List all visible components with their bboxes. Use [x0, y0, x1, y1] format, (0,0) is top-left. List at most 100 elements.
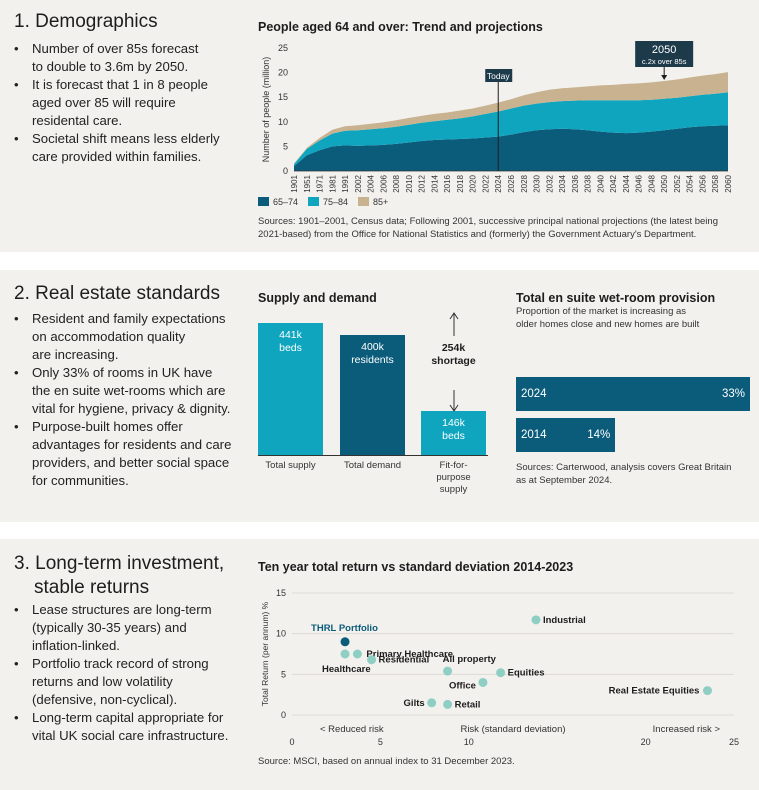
bullet-line: aged over 85 will require — [32, 95, 176, 110]
scatter-point-label: Equities — [508, 668, 545, 679]
shortage-label: 254k shortage — [419, 342, 489, 368]
wet-room-subtitle: Proportion of the market is increasing a… — [516, 306, 746, 331]
x-tick-label: 2016 — [443, 174, 452, 192]
x-tick-label: 2008 — [392, 174, 401, 192]
x-tick-label: 2006 — [379, 174, 388, 192]
category-line: Fit-for- — [439, 460, 468, 471]
bullet-line: It is forecast that 1 in 8 people — [32, 77, 208, 92]
x-tick-label: 2046 — [635, 174, 644, 192]
legend-label: 75–84 — [323, 197, 348, 207]
bar-1: 441k beds — [258, 323, 323, 455]
bar-value-label: residents — [351, 354, 394, 367]
text-line: Sources: 1901–2001, Census data; Followi… — [258, 216, 718, 227]
y-tick-label: 15 — [276, 588, 286, 598]
x-tick-label: 2014 — [430, 174, 439, 192]
scatter-point — [443, 666, 453, 676]
x-tick-label: 2030 — [533, 174, 542, 192]
scatter-point — [340, 649, 350, 659]
bullet-item: Portfolio track record of strong returns … — [14, 655, 246, 709]
bullet-line: are increasing. — [32, 347, 119, 362]
bar-2: 400k residents — [340, 335, 405, 455]
scatter-point-label: Industrial — [543, 615, 586, 626]
y-tick-label: 10 — [276, 629, 286, 639]
legend-label: 85+ — [373, 197, 388, 207]
bullet-item: Lease structures are long-term (typically… — [14, 601, 246, 655]
scatter-point — [702, 686, 712, 696]
scatter-point-label: THRL Portfolio — [311, 623, 378, 634]
bar-value-label: 441k — [279, 329, 302, 341]
x-tick-label: 10 — [464, 737, 474, 747]
y-tick-label: 10 — [278, 117, 288, 127]
y-tick-label: 5 — [283, 141, 288, 151]
bullet-line: the en suite wet-rooms which are — [32, 383, 226, 398]
wet-room-bar-value: 33% — [721, 388, 745, 400]
bullet-item: It is forecast that 1 in 8 people aged ov… — [14, 76, 239, 130]
y-tick-label: 20 — [278, 68, 288, 78]
wet-room-bar-2024: 2024 33% — [516, 377, 750, 411]
bullet-item: Resident and family expectations on accom… — [14, 310, 246, 364]
scatter-point — [531, 615, 541, 625]
real-estate-bullets: Resident and family expectations on accom… — [14, 310, 246, 490]
wet-room-chart: 2024 33% 2014 14% — [516, 370, 750, 460]
bullet-line: Portfolio track record of strong — [32, 656, 209, 671]
scatter-point — [443, 699, 453, 709]
text-line: as at September 2024. — [516, 474, 613, 486]
scatter-point — [427, 698, 437, 708]
x-tick-label: 1981 — [328, 174, 337, 192]
x-tick-label: 2022 — [481, 174, 490, 192]
x-tick-label: 1901 — [290, 174, 299, 192]
x-axis-label: Risk (standard deviation) — [460, 724, 565, 735]
investment-bullets: Lease structures are long-term (typically… — [14, 601, 246, 745]
area-series-2 — [294, 92, 728, 167]
legend-swatch — [308, 197, 319, 206]
section-title-investment: 3. Long-term investment, stable returns — [14, 552, 224, 600]
wet-room-bar-year: 2014 — [521, 429, 547, 441]
population-area-chart: Number of people (million) 0 5 10 15 20 25 1901… — [258, 41, 733, 207]
bar-value-label: 146k — [442, 417, 465, 430]
x-tick-label: 2020 — [469, 174, 478, 192]
wet-room-bar-year: 2024 — [521, 388, 547, 400]
x-annotation-increased: Increased risk > — [653, 724, 721, 735]
category-line: supply — [439, 484, 468, 495]
x-tick-label: 2032 — [545, 174, 554, 192]
bullet-line: Only 33% of rooms in UK have — [32, 365, 213, 380]
x-tick-label: 2004 — [367, 174, 376, 192]
text-line: Proportion of the market is increasing a… — [516, 306, 687, 317]
x-annotation-reduced: < Reduced risk — [320, 724, 384, 735]
x-tick-label: 1951 — [303, 174, 312, 192]
bullet-item: Long-term capital appropriate for vital U… — [14, 709, 246, 745]
demographics-panel: 1. Demographics Number of over 85s forec… — [0, 0, 759, 252]
wet-room-bar-value: 14% — [587, 429, 611, 441]
scatter-point — [352, 649, 362, 659]
x-tick-label: 2002 — [354, 174, 363, 192]
projection-2050-arrowhead — [661, 75, 668, 80]
bar-value-label: 400k — [361, 341, 384, 354]
text-line: 2021-based) from the Office for National… — [258, 228, 697, 240]
y-tick-label: 15 — [278, 92, 288, 102]
x-tick-label: 1991 — [341, 174, 350, 192]
category-line: Total demand — [343, 460, 402, 471]
x-tick-label: 2060 — [724, 174, 733, 192]
x-tick-label: 2044 — [622, 174, 631, 192]
bar-category-label: Fit-for-purpose supply — [413, 460, 494, 496]
chart-title-wet-room: Total en suite wet-room provision — [516, 291, 716, 305]
scatter-point-label: Residential — [379, 655, 430, 666]
projection-2050-box — [635, 41, 694, 67]
x-tick-label: 20 — [641, 737, 651, 747]
title-line: stable returns — [34, 577, 150, 598]
bullet-line: vital for hygiene, privacy & dignity. — [32, 401, 231, 416]
category-line: Total supply — [265, 460, 316, 471]
y-tick-label: 5 — [281, 669, 286, 679]
x-tick-label: 2028 — [520, 174, 529, 192]
x-tick-label: 5 — [378, 737, 383, 747]
x-tick-label: 2036 — [571, 174, 580, 192]
x-tick-label: 2026 — [507, 174, 516, 192]
text-line: older homes close and new homes are buil… — [516, 318, 700, 330]
scatter-point-label: Gilts — [404, 698, 425, 709]
today-marker-label: Today — [487, 71, 510, 81]
bar-3: 146k beds — [421, 411, 486, 455]
x-tick-label: 0 — [289, 737, 294, 747]
scatter-point-label: All property — [443, 654, 497, 665]
x-tick-label: 2038 — [584, 174, 593, 192]
investment-panel: 3. Long-term investment, stable returns L… — [0, 539, 759, 790]
